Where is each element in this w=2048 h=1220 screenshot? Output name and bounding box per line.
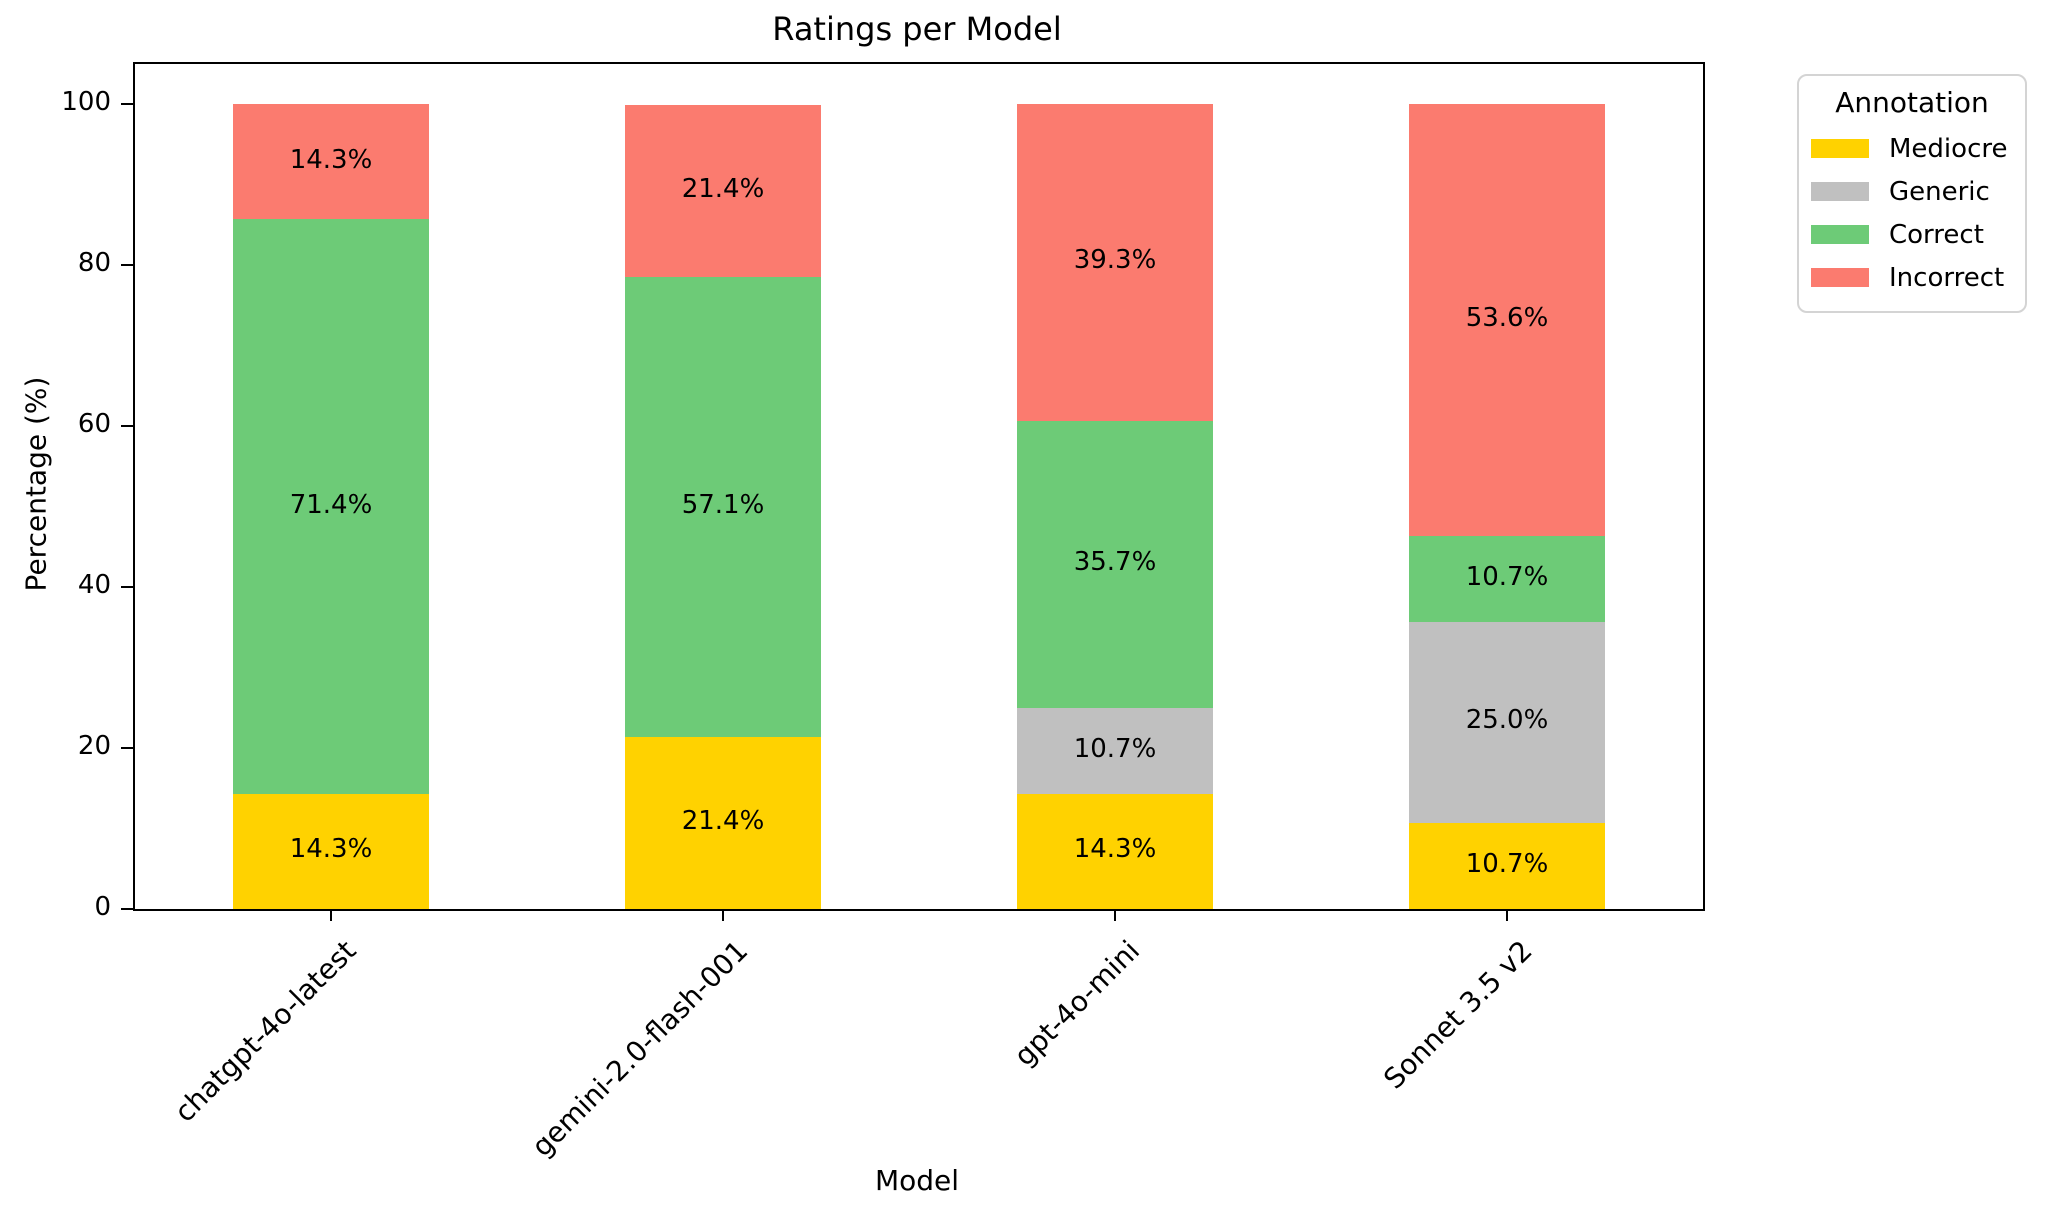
x-tick-label: gpt-4o-mini [1007,934,1147,1073]
bar-value-label: 21.4% [681,174,765,205]
x-tick-label: chatgpt-4o-latest [167,934,363,1129]
x-axis-label: Model [874,1164,960,1197]
bar-value-label: 14.3% [1073,834,1157,865]
bar-segment-mediocre: 14.3% [233,793,429,909]
bar-value-label: 14.3% [289,144,373,175]
bar-segment-mediocre: 14.3% [1017,793,1213,909]
mediocre-color-swatch [1811,139,1869,158]
legend-entry-correct: Correct [1799,213,2025,256]
bar-value-label: 10.7% [1465,561,1549,592]
legend-entry-mediocre: Mediocre [1799,127,2025,170]
bar-segment-incorrect: 21.4% [625,105,821,278]
bar-segment-correct: 57.1% [625,277,821,737]
y-tick-label: 40 [77,570,111,601]
bar-value-label: 21.4% [681,805,765,836]
bar-value-label: 14.3% [289,834,373,865]
chart-title: Ratings per Model [772,10,1062,48]
bar-value-label: 39.3% [1073,245,1157,276]
legend-entry-generic: Generic [1799,170,2025,213]
bar-segment-incorrect: 39.3% [1017,104,1213,421]
y-tick-mark [121,747,133,750]
bar-value-label: 53.6% [1465,302,1549,333]
bar-value-label: 10.7% [1073,733,1157,764]
y-tick-label: 20 [77,731,111,762]
y-tick-mark [121,103,133,106]
bar-segment-mediocre: 10.7% [1409,822,1605,909]
bar-segment-correct: 35.7% [1017,420,1213,708]
bar-segment-mediocre: 21.4% [625,736,821,909]
y-tick-label: 100 [61,87,111,118]
x-tick-label: gemini-2.0-flash-001 [525,934,755,1164]
bar-segment-incorrect: 53.6% [1409,104,1605,536]
legend-entry-label: Generic [1889,176,1990,207]
bar-value-label: 25.0% [1465,705,1549,736]
legend: Annotation Mediocre Generic Correct Incorre… [1797,74,2027,313]
bar-segment-generic: 10.7% [1017,707,1213,794]
y-tick-mark [121,425,133,428]
y-tick-mark [121,264,133,267]
x-tick-mark [1114,909,1116,921]
y-tick-label: 0 [94,892,111,922]
y-tick-mark [121,908,133,910]
x-tick-mark [330,909,332,921]
legend-title: Annotation [1835,86,1989,119]
y-axis-label: Percentage (%) [19,376,53,592]
y-tick-label: 60 [77,409,111,440]
bar-segment-incorrect: 14.3% [233,104,429,220]
incorrect-color-swatch [1811,268,1869,287]
bar-value-label: 71.4% [289,489,373,520]
correct-color-swatch [1811,225,1869,244]
bar-value-label: 57.1% [681,490,765,520]
x-tick-label: Sonnet 3.5 v2 [1376,934,1539,1096]
bar-segment-correct: 71.4% [233,219,429,794]
x-tick-mark [1506,909,1508,921]
legend-entry-incorrect: Incorrect [1799,256,2025,299]
legend-entries: Mediocre Generic Correct Incorrect [1799,127,2025,299]
legend-entry-label: Correct [1889,219,1984,250]
bar-value-label: 35.7% [1073,547,1157,578]
legend-entry-label: Mediocre [1889,133,2008,164]
y-tick-mark [121,586,133,589]
y-tick-label: 80 [77,248,111,279]
bar-segment-correct: 10.7% [1409,535,1605,622]
x-tick-mark [722,909,724,921]
generic-color-swatch [1811,182,1869,201]
legend-entry-label: Incorrect [1889,262,2005,293]
plot-area: 0 20 40 60 80 100 chatgpt-4o-latest 14.3% 71.4% 1… [61,62,1705,1163]
bar-value-label: 10.7% [1465,848,1549,879]
bar-segment-generic: 25.0% [1409,621,1605,823]
